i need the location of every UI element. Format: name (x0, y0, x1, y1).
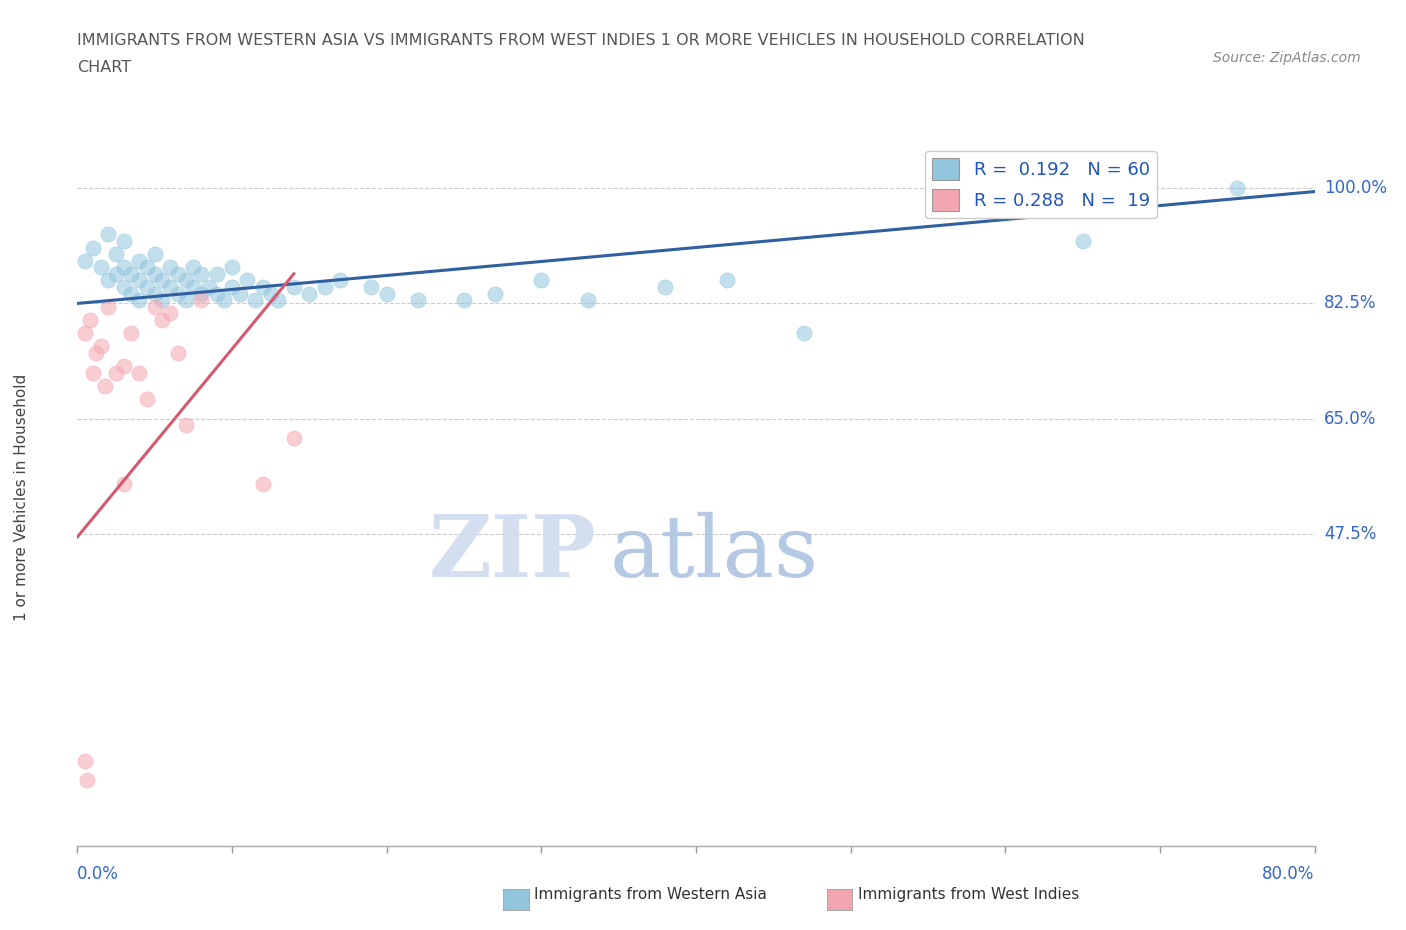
Text: 82.5%: 82.5% (1324, 295, 1376, 312)
Point (360, 280, 382, 295)
Point (128, 293, 150, 308)
Point (298, 286, 321, 301)
Point (174, 273, 197, 288)
Point (167, 286, 190, 301)
Point (375, 286, 398, 301)
Point (121, 286, 143, 301)
Legend: R =  0.192   N = 60, R = 0.288   N =  19: R = 0.192 N = 60, R = 0.288 N = 19 (925, 151, 1157, 219)
Text: atlas: atlas (609, 512, 818, 595)
Text: 47.5%: 47.5% (1324, 525, 1376, 543)
Point (221, 280, 243, 295)
Point (260, 286, 283, 301)
Point (97, 227, 120, 242)
Point (190, 266, 212, 281)
Point (75, 253, 96, 268)
Point (75, 326, 96, 340)
Point (112, 280, 135, 295)
Point (128, 365, 150, 380)
Point (136, 259, 159, 274)
Point (143, 266, 166, 281)
Point (183, 259, 205, 274)
Point (105, 246, 127, 261)
Point (530, 273, 553, 288)
Point (90, 259, 111, 274)
Point (90, 339, 111, 353)
Point (190, 293, 212, 308)
Point (174, 293, 197, 308)
Point (174, 418, 197, 432)
Point (198, 280, 221, 295)
Point (82, 240, 104, 255)
Point (121, 326, 143, 340)
Text: Source: ZipAtlas.com: Source: ZipAtlas.com (1213, 51, 1361, 65)
Text: CHART: CHART (77, 60, 131, 75)
Point (105, 266, 127, 281)
Point (183, 280, 205, 295)
Point (654, 280, 676, 295)
Point (576, 293, 599, 308)
Point (143, 286, 166, 301)
Point (406, 293, 429, 308)
Point (221, 259, 243, 274)
Point (105, 365, 127, 380)
Point (267, 293, 290, 308)
Point (75, 753, 96, 768)
Point (112, 358, 135, 373)
Text: 1 or more Vehicles in Household: 1 or more Vehicles in Household (14, 374, 30, 621)
Point (283, 280, 305, 295)
Point (79, 312, 101, 327)
Point (136, 392, 159, 406)
Point (252, 477, 274, 492)
Point (82, 365, 104, 380)
Point (112, 259, 135, 274)
Text: Immigrants from West Indies: Immigrants from West Indies (858, 887, 1078, 902)
Point (214, 293, 236, 308)
Point (76, 773, 98, 788)
Text: 80.0%: 80.0% (1263, 865, 1315, 883)
Point (484, 286, 506, 301)
Point (97, 299, 120, 314)
Text: 100.0%: 100.0% (1324, 179, 1386, 197)
Text: 0.0%: 0.0% (77, 865, 120, 883)
Point (453, 293, 475, 308)
Point (167, 266, 190, 281)
Point (205, 266, 228, 281)
Point (152, 293, 174, 308)
Point (112, 233, 135, 248)
Point (84, 345, 107, 360)
Point (143, 246, 166, 261)
Point (159, 259, 181, 274)
Point (128, 253, 150, 268)
Point (143, 299, 166, 314)
Point (97, 273, 120, 288)
Point (128, 273, 150, 288)
Text: 65.0%: 65.0% (1324, 409, 1376, 428)
Point (245, 293, 267, 308)
Point (205, 286, 228, 301)
Point (152, 312, 174, 327)
Point (152, 273, 174, 288)
Point (228, 286, 252, 301)
Point (236, 273, 259, 288)
Point (190, 286, 212, 301)
Point (94, 379, 117, 393)
Point (136, 280, 159, 295)
Point (121, 266, 143, 281)
Point (1226, 180, 1249, 195)
Text: ZIP: ZIP (429, 512, 598, 595)
Point (716, 273, 738, 288)
Point (1071, 233, 1094, 248)
Point (793, 326, 815, 340)
Point (159, 280, 181, 295)
Point (112, 477, 135, 492)
Point (167, 345, 190, 360)
Point (329, 273, 352, 288)
Point (159, 306, 181, 321)
Point (283, 431, 305, 445)
Text: IMMIGRANTS FROM WESTERN ASIA VS IMMIGRANTS FROM WEST INDIES 1 OR MORE VEHICLES I: IMMIGRANTS FROM WESTERN ASIA VS IMMIGRAN… (77, 33, 1085, 47)
Point (314, 280, 336, 295)
Text: Immigrants from Western Asia: Immigrants from Western Asia (534, 887, 768, 902)
Point (252, 280, 274, 295)
